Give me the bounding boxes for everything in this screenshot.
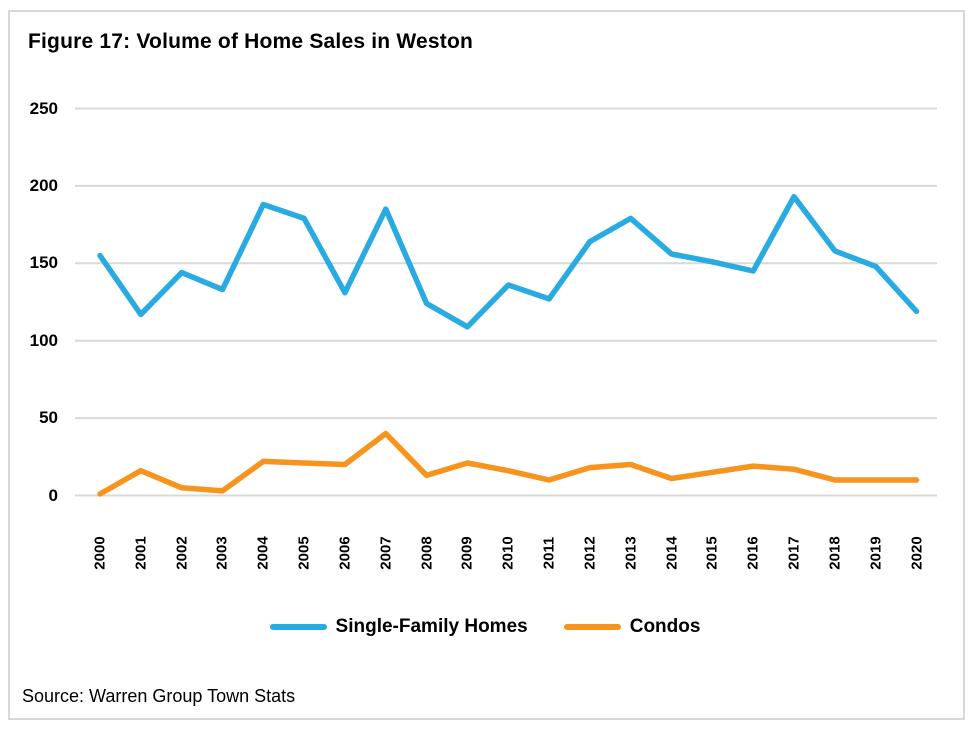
x-tick-label-2011: 2011	[540, 536, 558, 570]
figure-title: Figure 17: Volume of Home Sales in Westo…	[28, 30, 474, 53]
y-tick-label-150: 150	[29, 253, 58, 273]
x-tick-label-2002: 2002	[173, 536, 191, 570]
x-tick-label-2009: 2009	[458, 536, 476, 570]
legend-item-single-family-homes: Single-Family Homes	[269, 616, 528, 638]
y-tick-label-100: 100	[29, 330, 58, 350]
legend-swatch-condos	[563, 624, 621, 630]
x-tick-label-2012: 2012	[581, 536, 599, 570]
x-tick-label-2015: 2015	[703, 536, 721, 570]
legend-label-condos: Condos	[629, 616, 701, 637]
x-tick-label-2020: 2020	[908, 536, 925, 570]
source-caption: Source: Warren Group Town Stats	[22, 686, 296, 706]
x-tick-label-2019: 2019	[867, 536, 885, 570]
x-tick-label-2017: 2017	[785, 536, 803, 570]
x-tick-label-2008: 2008	[418, 536, 436, 570]
x-tick-label-2004: 2004	[254, 536, 272, 570]
y-tick-label-200: 200	[29, 175, 58, 195]
chart-legend: Single-Family Homes Condos	[0, 611, 970, 643]
y-tick-label-50: 50	[39, 408, 58, 428]
x-tick-label-2014: 2014	[663, 536, 681, 570]
x-tick-label-2016: 2016	[744, 536, 762, 570]
y-tick-label-0: 0	[48, 485, 58, 505]
legend-label-single-family-homes: Single-Family Homes	[335, 616, 528, 637]
x-tick-label-2003: 2003	[213, 536, 231, 570]
x-tick-label-2001: 2001	[132, 536, 150, 570]
legend-swatch-single-family-homes	[269, 624, 327, 630]
x-tick-label-2013: 2013	[622, 536, 640, 570]
figure-border	[8, 10, 965, 720]
x-tick-label-2010: 2010	[499, 536, 517, 570]
x-tick-label-2018: 2018	[826, 536, 844, 570]
y-tick-label-250: 250	[29, 98, 58, 118]
legend-item-condos: Condos	[563, 616, 701, 638]
x-tick-label-2000: 2000	[91, 536, 109, 570]
x-tick-label-2006: 2006	[336, 536, 354, 570]
x-tick-label-2007: 2007	[377, 536, 395, 570]
x-tick-label-2005: 2005	[295, 536, 313, 570]
